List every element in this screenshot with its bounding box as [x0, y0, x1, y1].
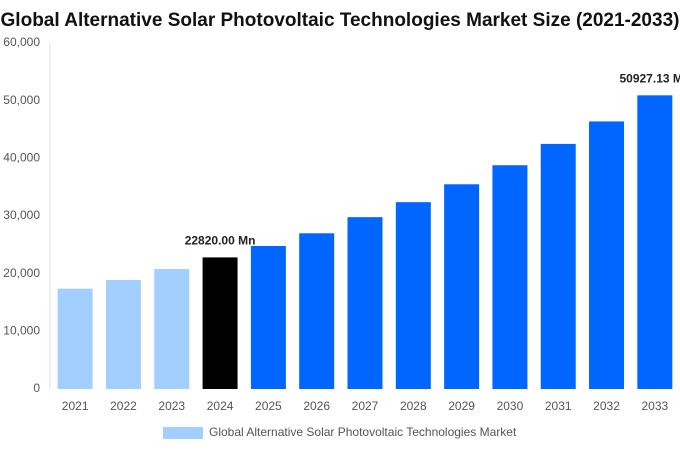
- bar: [395, 202, 431, 389]
- bar: [202, 257, 238, 389]
- y-tick-label: 50,000: [3, 93, 40, 107]
- bar: [589, 121, 625, 389]
- x-tick-label: 2030: [497, 399, 524, 413]
- value-label: 22820.00 Mn: [185, 234, 256, 248]
- y-tick-label: 60,000: [3, 35, 40, 49]
- x-tick-label: 2021: [62, 399, 89, 413]
- y-tick-label: 30,000: [3, 208, 40, 222]
- x-tick-label: 2025: [255, 399, 282, 413]
- value-label: 50927.13 Mn: [619, 71, 680, 85]
- bar: [105, 280, 141, 389]
- y-tick-label: 10,000: [3, 324, 40, 338]
- x-tick-label: 2023: [158, 399, 185, 413]
- bar: [444, 184, 480, 389]
- bar: [637, 95, 673, 389]
- y-tick-label: 40,000: [3, 151, 40, 165]
- bar: [347, 217, 383, 389]
- x-tick-label: 2022: [110, 399, 137, 413]
- legend-label: Global Alternative Solar Photovoltaic Te…: [209, 425, 517, 439]
- chart-title: Global Alternative Solar Photovoltaic Te…: [1, 10, 680, 31]
- x-tick-label: 2024: [207, 399, 234, 413]
- bar: [57, 288, 93, 389]
- x-tick-label: 2029: [448, 399, 475, 413]
- bar: [492, 165, 528, 389]
- x-tick-label: 2026: [303, 399, 330, 413]
- bar: [250, 245, 286, 389]
- y-tick-label: 0: [33, 381, 40, 395]
- bar: [299, 233, 335, 389]
- x-tick-label: 2033: [641, 399, 668, 413]
- legend-swatch: [163, 427, 203, 439]
- x-tick-label: 2027: [352, 399, 379, 413]
- y-tick-label: 20,000: [3, 266, 40, 280]
- x-tick-label: 2031: [545, 399, 572, 413]
- bar: [154, 269, 190, 389]
- x-tick-label: 2028: [400, 399, 427, 413]
- x-tick-label: 2032: [593, 399, 620, 413]
- bar: [540, 143, 576, 389]
